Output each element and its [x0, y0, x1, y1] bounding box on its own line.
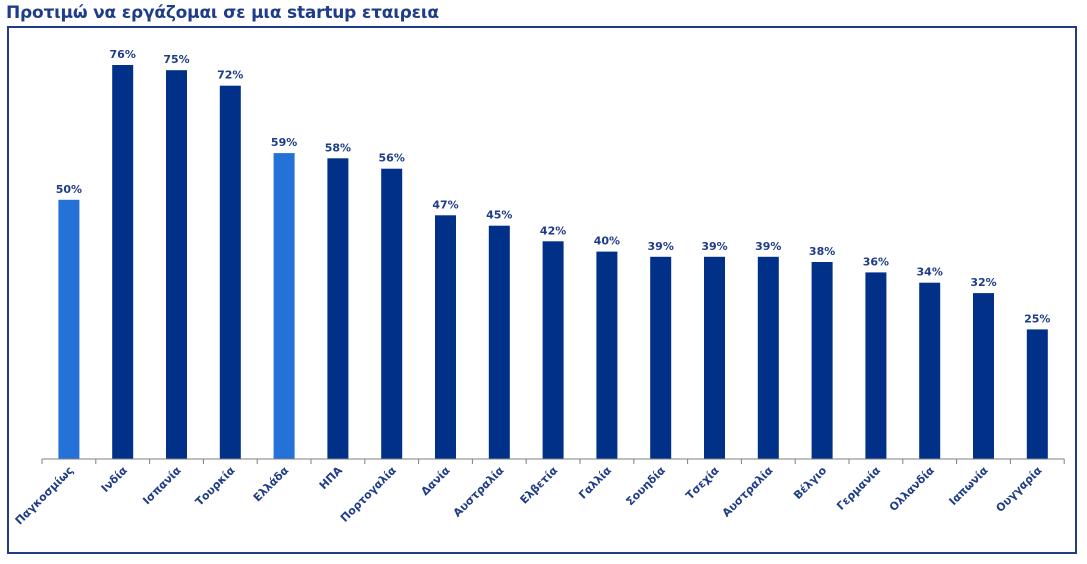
data-label-13: 39% — [755, 240, 781, 253]
data-label-6: 56% — [379, 152, 405, 165]
bar-6 — [381, 168, 403, 459]
data-label-5: 58% — [325, 141, 351, 154]
data-label-11: 39% — [648, 240, 674, 253]
category-label-11: Σουηδία — [623, 464, 668, 509]
category-label-0: Παγκοσμίως — [13, 464, 76, 527]
data-label-18: 25% — [1024, 312, 1050, 325]
data-label-10: 40% — [594, 235, 620, 248]
data-label-8: 45% — [486, 209, 512, 222]
data-label-9: 42% — [540, 224, 566, 237]
chart-frame — [7, 26, 1077, 554]
category-label-15: Γερμανία — [834, 464, 883, 513]
data-label-16: 34% — [917, 266, 943, 279]
bar-14 — [811, 262, 833, 459]
data-label-2: 75% — [163, 53, 189, 66]
bar-5 — [327, 158, 349, 460]
bar-2 — [166, 70, 187, 459]
category-label-8: Αυστραλία — [451, 464, 507, 520]
bar-16 — [919, 282, 941, 459]
bar-7 — [435, 215, 456, 459]
bar-11 — [650, 256, 672, 459]
data-label-0: 50% — [56, 183, 82, 196]
category-label-4: Ελλάδα — [251, 464, 292, 505]
category-label-10: Γαλλία — [576, 464, 614, 502]
bar-10 — [596, 251, 618, 459]
category-label-3: Τουρκία — [193, 464, 238, 509]
category-label-5: ΗΠΑ — [317, 464, 346, 493]
bar-18 — [1026, 329, 1048, 459]
bar-3 — [219, 85, 241, 459]
data-label-7: 47% — [432, 198, 458, 211]
data-label-15: 36% — [863, 255, 889, 268]
data-label-4: 59% — [271, 136, 297, 149]
bar-12 — [704, 256, 725, 459]
bar-8 — [488, 225, 510, 459]
category-label-1: Ινδία — [99, 464, 130, 495]
category-label-2: Ισπανία — [140, 464, 184, 508]
category-label-16: Ολλανδία — [887, 464, 937, 514]
category-label-9: Ελβετία — [518, 464, 561, 507]
category-label-18: Ουγγαρία — [993, 464, 1044, 515]
category-label-14: Βέλγιο — [791, 464, 829, 502]
category-label-17: Ιαπωνία — [947, 464, 991, 508]
bar-4 — [273, 153, 295, 459]
category-label-13: Αυστραλία — [720, 464, 776, 520]
bar-1 — [112, 65, 134, 459]
bar-0 — [58, 199, 80, 460]
data-label-17: 32% — [970, 276, 996, 289]
data-label-14: 38% — [809, 245, 835, 258]
data-label-3: 72% — [217, 69, 243, 82]
chart-title: Προτιμώ να εργάζομαι σε μια startup εται… — [6, 3, 439, 23]
category-label-12: Τσεχία — [683, 464, 722, 503]
category-label-7: Δανία — [418, 464, 453, 499]
bar-9 — [542, 241, 564, 459]
category-label-6: Πορτογαλία — [338, 464, 399, 525]
data-label-12: 39% — [701, 240, 727, 253]
bar-17 — [973, 293, 994, 459]
bar-13 — [757, 256, 779, 459]
bar-15 — [865, 272, 887, 459]
data-label-1: 76% — [110, 48, 136, 61]
